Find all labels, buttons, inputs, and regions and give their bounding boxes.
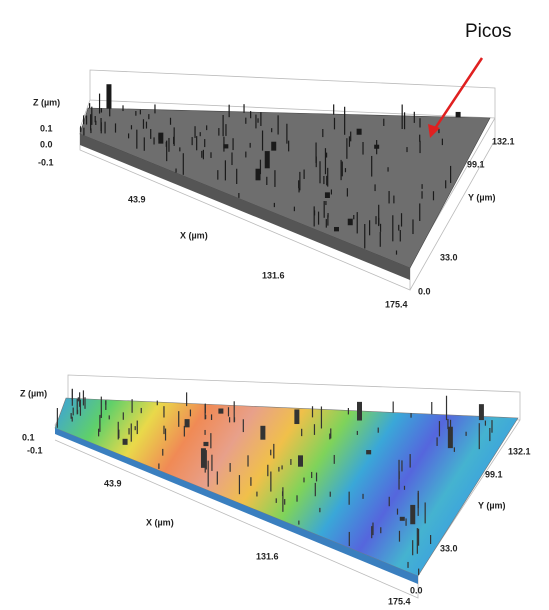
y-tick: 99.1: [467, 159, 485, 169]
x-tick: 175.4: [388, 596, 411, 606]
panel-gray: Picos Z (µm) 0.1 0.0 -0.1 43.9 X (µm) 13…: [33, 21, 515, 309]
panel-color: Z (µm) 0.1 -0.1 43.9 X (µm) 131.6 175.4 …: [20, 375, 531, 606]
z-tick: -0.1: [38, 157, 54, 167]
z-tick: 0.0: [40, 139, 53, 149]
z-tick: -0.1: [27, 445, 43, 455]
z-tick: 0.1: [40, 123, 53, 133]
x-tick: 43.9: [104, 478, 122, 488]
figure: Picos Z (µm) 0.1 0.0 -0.1 43.9 X (µm) 13…: [0, 0, 549, 610]
y-tick: 0.0: [418, 286, 431, 296]
x-tick: 43.9: [128, 194, 146, 204]
x-tick: 131.6: [262, 270, 285, 280]
annotation: Picos: [465, 21, 511, 42]
x-label: X (µm): [180, 230, 208, 240]
y-label: Y (µm): [468, 192, 496, 202]
y-tick: 132.1: [492, 136, 515, 146]
surface: [80, 108, 490, 268]
x-tick: 175.4: [385, 299, 408, 309]
z-label: Z (µm): [20, 388, 47, 398]
y-tick: 0.0: [410, 585, 423, 595]
y-label: Y (µm): [478, 500, 506, 510]
y-tick: 33.0: [440, 543, 458, 553]
x-tick: 131.6: [256, 551, 279, 561]
x-label: X (µm): [146, 517, 174, 527]
z-label: Z (µm): [33, 97, 60, 107]
z-tick: 0.1: [22, 432, 35, 442]
y-tick: 99.1: [485, 469, 503, 479]
y-tick: 33.0: [440, 252, 458, 262]
y-tick: 132.1: [508, 446, 531, 456]
